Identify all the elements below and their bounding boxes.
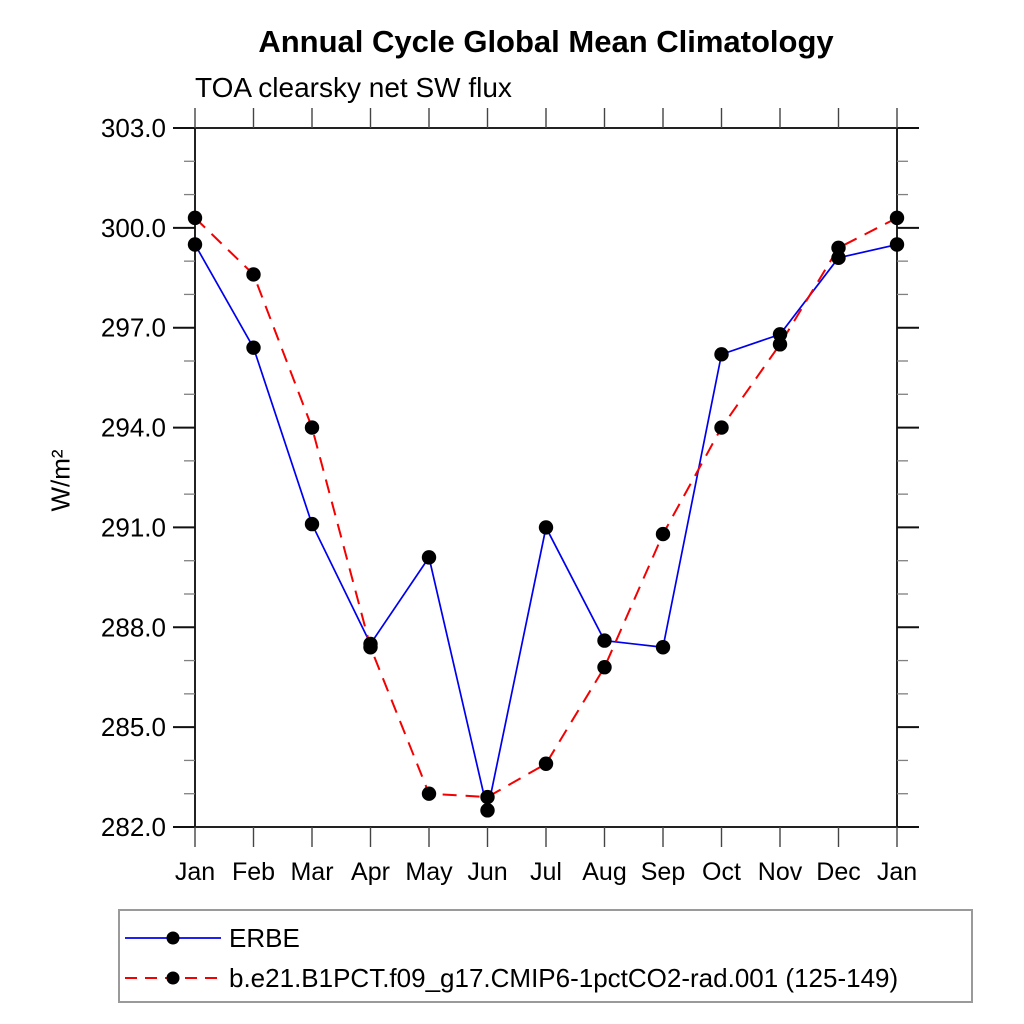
data-point-marker — [831, 250, 846, 266]
data-point-marker — [889, 237, 905, 252]
legend-box: ERBE b.e21.B1PCT.f09_g17.CMIP6-1pctCO2-r… — [118, 909, 973, 1003]
data-point-marker — [304, 420, 320, 435]
legend-sample-marker — [166, 931, 180, 945]
legend-label-model: b.e21.B1PCT.f09_g17.CMIP6-1pctCO2-rad.00… — [229, 962, 899, 993]
data-point-marker — [246, 340, 261, 355]
y-tick-label: 285.0 — [101, 712, 166, 742]
x-tick-label: Jun — [467, 858, 507, 886]
data-point-marker — [421, 786, 437, 801]
legend-line-sample-model — [125, 971, 221, 985]
data-point-marker — [538, 520, 554, 535]
y-tick-label: 303.0 — [101, 113, 166, 143]
x-tick-label: Nov — [758, 858, 803, 886]
data-point-marker — [655, 640, 671, 655]
legend-entry-model: b.e21.B1PCT.f09_g17.CMIP6-1pctCO2-rad.00… — [120, 958, 971, 998]
data-point-marker — [246, 267, 261, 282]
x-tick-label: Apr — [351, 858, 390, 886]
y-tick-label: 294.0 — [101, 413, 166, 443]
y-tick-label: 291.0 — [101, 512, 166, 542]
data-point-marker — [714, 420, 729, 435]
data-point-marker — [714, 347, 729, 362]
x-tick-label: Jul — [530, 858, 562, 886]
data-point-marker — [187, 210, 203, 226]
x-tick-label: May — [405, 858, 453, 886]
x-tick-label: Feb — [232, 858, 275, 886]
data-point-marker — [538, 756, 554, 771]
y-tick-label: 282.0 — [101, 812, 166, 842]
y-tick-label: 297.0 — [101, 313, 166, 343]
x-tick-label: Oct — [702, 858, 741, 886]
data-point-marker — [597, 660, 612, 675]
chart-subtitle: TOA clearsky net SW flux — [195, 72, 512, 103]
data-point-marker — [597, 633, 612, 648]
x-tick-label: Dec — [816, 858, 860, 886]
legend-sample-marker — [166, 971, 180, 985]
legend-line-sample-erbe — [125, 931, 221, 945]
series-line-1 — [194, 216, 898, 799]
data-point-marker — [831, 240, 846, 256]
legend-entry-erbe: ERBE — [120, 918, 971, 958]
data-point-marker — [304, 516, 320, 532]
x-tick-label: Aug — [582, 858, 626, 886]
x-tick-label: Mar — [290, 858, 333, 886]
y-tick-label: 288.0 — [101, 612, 166, 642]
data-point-marker — [421, 550, 437, 565]
x-tick-label: Sep — [641, 858, 685, 886]
data-point-marker — [772, 327, 788, 342]
data-point-marker — [655, 526, 671, 542]
x-tick-label: Jan — [877, 858, 917, 886]
chart-title: Annual Cycle Global Mean Climatology — [258, 24, 834, 59]
legend-label-erbe: ERBE — [229, 922, 300, 953]
data-point-marker — [187, 237, 203, 252]
data-point-marker — [889, 210, 905, 226]
data-point-marker — [772, 337, 788, 352]
x-tick-label: Jan — [175, 858, 215, 886]
data-point-marker — [363, 640, 378, 655]
data-point-marker — [480, 789, 495, 805]
data-point-marker — [480, 803, 495, 818]
y-tick-label: 300.0 — [101, 213, 166, 243]
